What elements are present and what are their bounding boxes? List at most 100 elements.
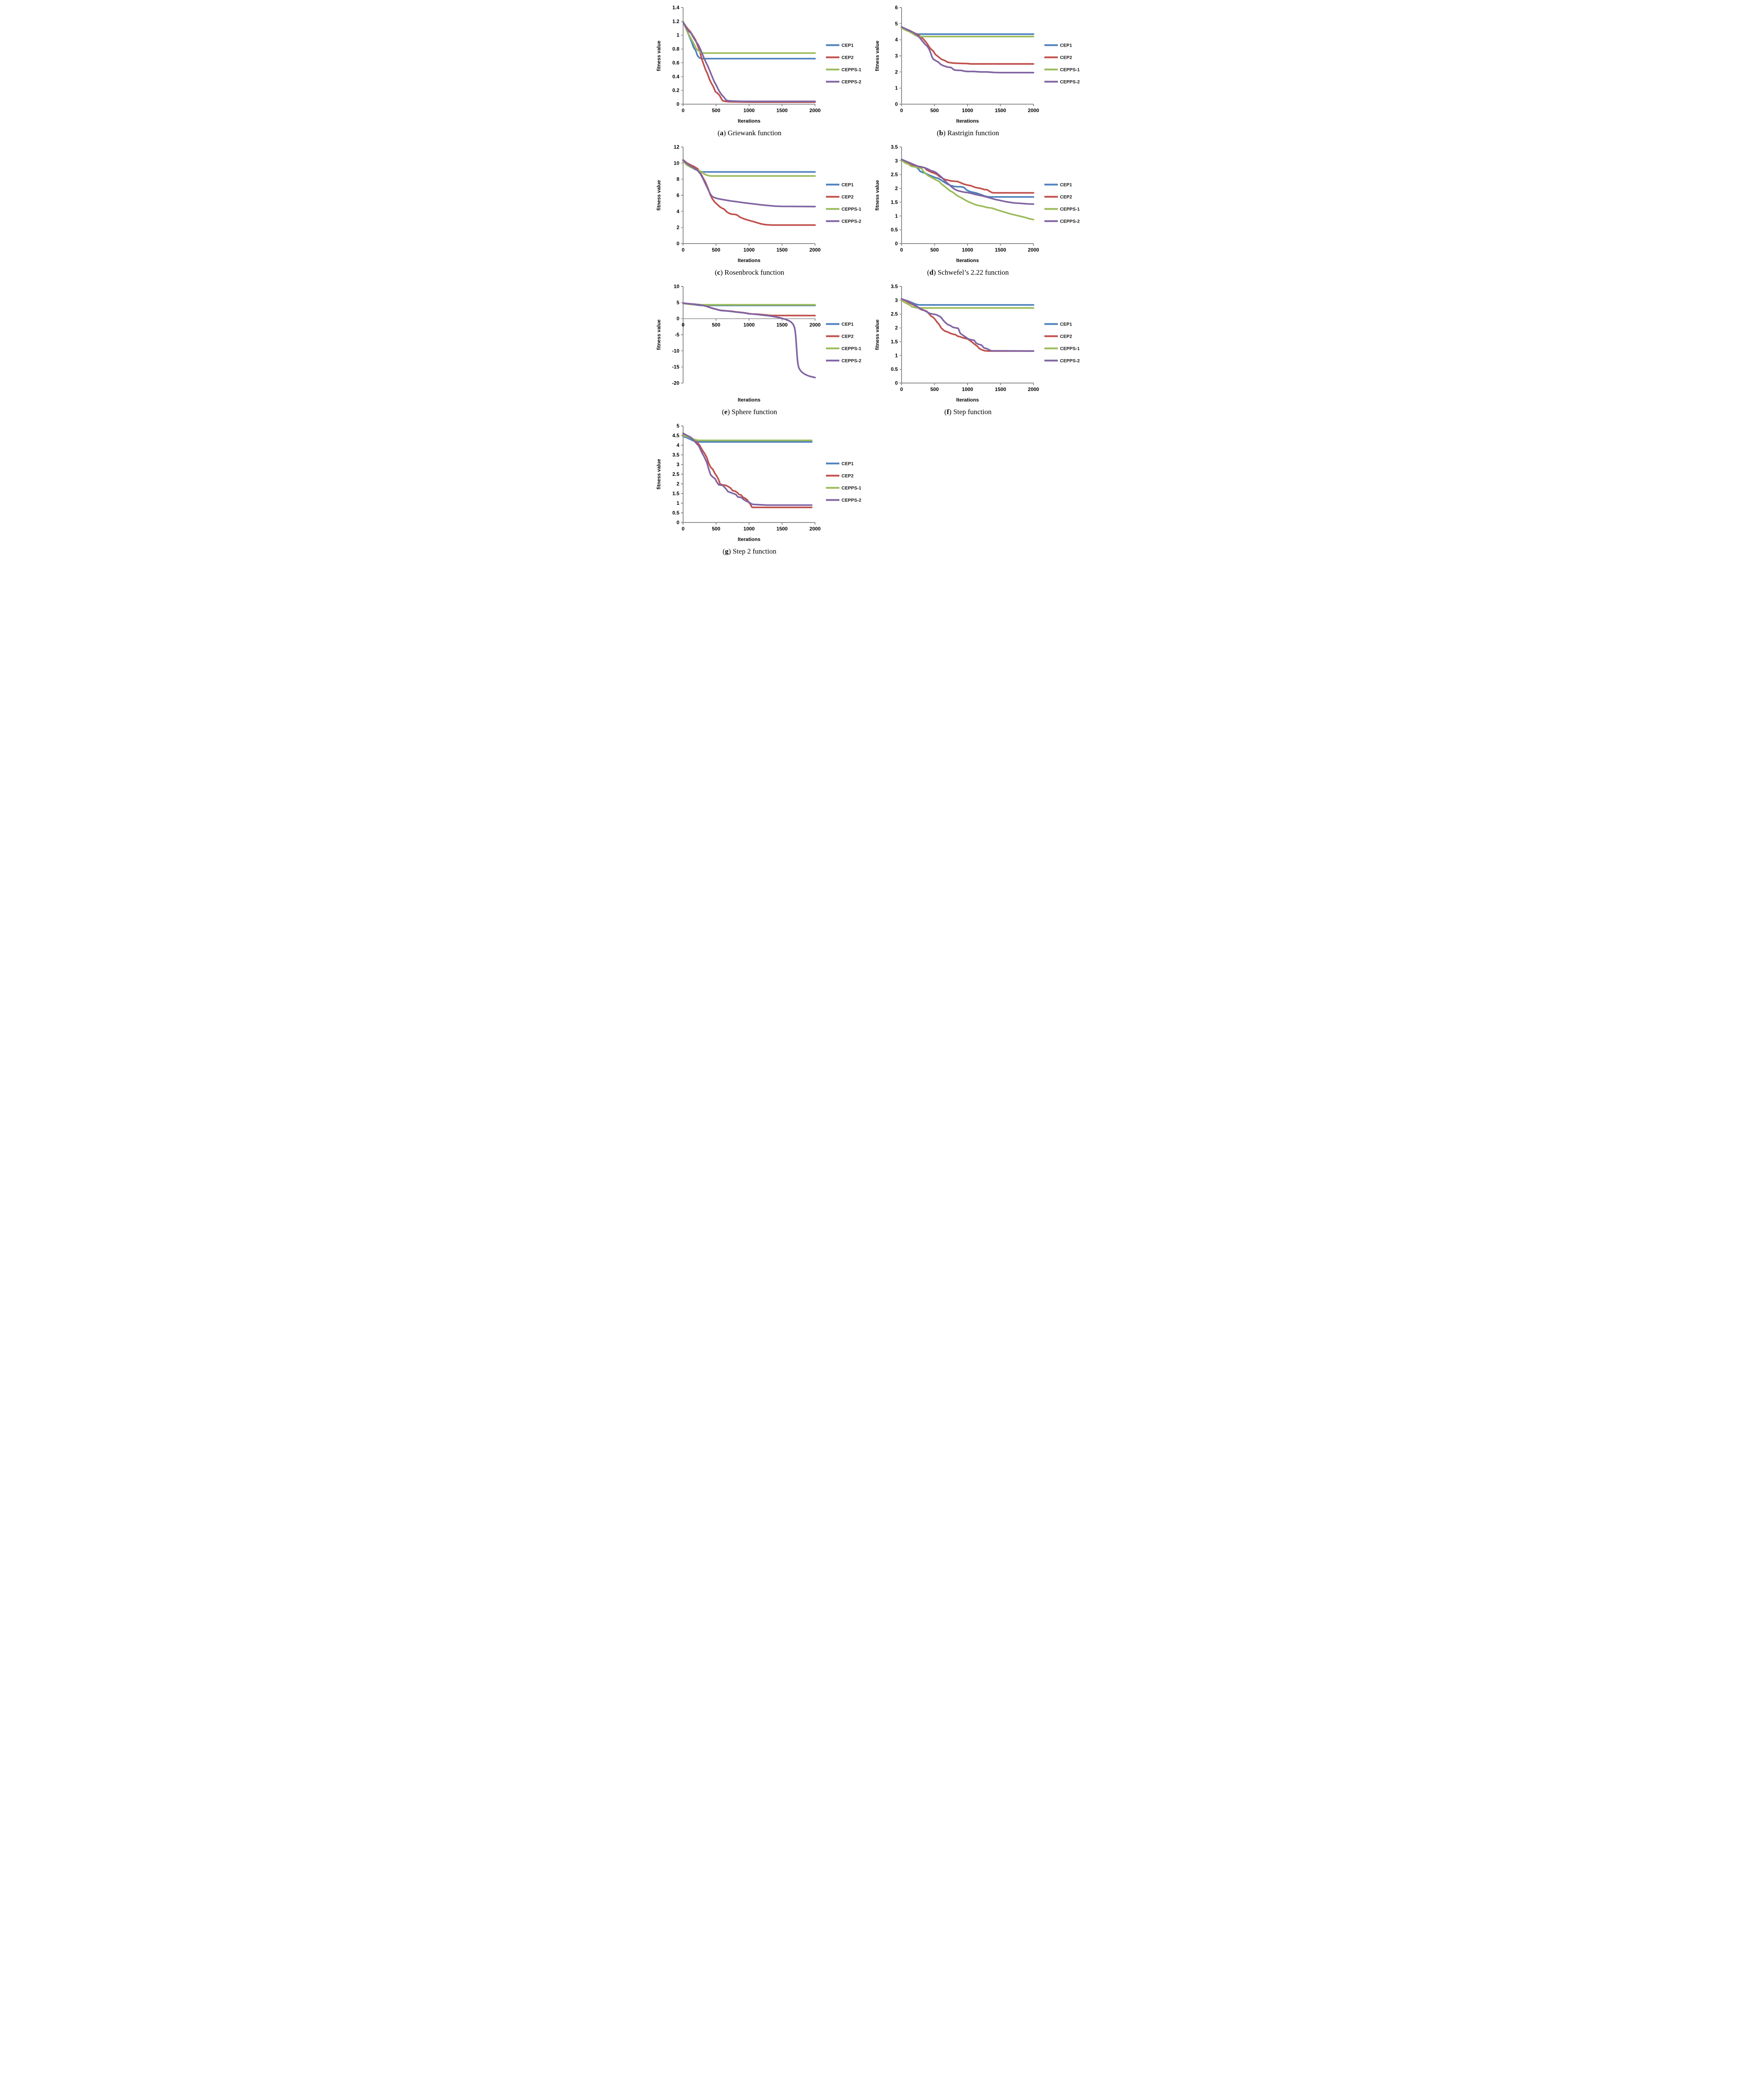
x-tick-label: 0 bbox=[682, 526, 685, 532]
series-line-CEPPS-1 bbox=[682, 302, 816, 306]
chart-a-griewank-function: 0 0.2 0.4 0.6 0.8 1 1.2 1.4 0 500 1000 1500 2000 fitn… bbox=[655, 3, 873, 142]
y-tick-label: 0.5 bbox=[672, 510, 679, 516]
x-tick-label: 500 bbox=[930, 247, 939, 253]
y-tick-label: 2.5 bbox=[672, 471, 679, 477]
y-axis-title: fitness value bbox=[656, 319, 662, 350]
caption-letter: e bbox=[724, 408, 728, 416]
chart-canvas: 0 0.5 1 1.5 2 2.5 3 3.5 4 4.5 5 0 500 1000 1500 2000 fit… bbox=[656, 423, 861, 542]
x-tick-label: 1500 bbox=[995, 386, 1006, 392]
y-tick-label: 0.5 bbox=[891, 366, 898, 372]
x-tick-label: 0 bbox=[900, 108, 903, 113]
x-axis-title: Iterations bbox=[738, 257, 760, 263]
x-tick-label: 2000 bbox=[1028, 247, 1039, 253]
chart-caption: (f) Step function bbox=[873, 404, 1063, 420]
legend-label-CEP2: CEP2 bbox=[841, 334, 854, 339]
x-axis-title: Iterations bbox=[738, 536, 760, 542]
caption-open-paren: ( bbox=[944, 408, 947, 416]
y-axis-title: fitness value bbox=[874, 40, 880, 71]
y-tick-label: -15 bbox=[672, 364, 680, 370]
y-tick-label: 0 bbox=[676, 241, 679, 247]
y-tick-label: 3 bbox=[895, 297, 898, 303]
series-line-CEP2 bbox=[901, 26, 1034, 65]
chart-caption: (b) Rastrigin function bbox=[873, 125, 1063, 141]
x-tick-label: 500 bbox=[712, 322, 720, 328]
y-tick-label: 6 bbox=[895, 5, 898, 10]
y-tick-label: 5 bbox=[676, 299, 679, 305]
x-tick-label: 1500 bbox=[776, 247, 788, 253]
x-tick-label: 0 bbox=[682, 108, 685, 113]
y-tick-label: 2.5 bbox=[891, 311, 898, 317]
y-tick-label: 3.5 bbox=[891, 144, 898, 150]
x-tick-label: 500 bbox=[712, 108, 720, 113]
series-line-CEP2 bbox=[901, 159, 1034, 194]
x-axis-title: Iterations bbox=[738, 118, 760, 124]
series-line-CEPPS-1 bbox=[682, 21, 816, 54]
chart-d-schwefel-s-2-22-function: 0 0.5 1 1.5 2 2.5 3 3.5 0 500 1000 1500 2000 fitness … bbox=[873, 142, 1091, 281]
series-line-CEPPS-1 bbox=[682, 435, 813, 441]
legend-label-CEPPS-1: CEPPS-1 bbox=[1060, 207, 1080, 212]
legend-label-CEP1: CEP1 bbox=[841, 183, 854, 188]
y-tick-label: 1.5 bbox=[672, 491, 679, 496]
caption-close-paren: ) bbox=[727, 408, 732, 416]
y-tick-label: 0 bbox=[895, 241, 898, 247]
chart-canvas: 0 0.5 1 1.5 2 2.5 3 3.5 0 500 1000 1500 2000 fitness … bbox=[874, 284, 1080, 403]
y-tick-label: 1 bbox=[676, 32, 679, 38]
series-line-CEPPS-2 bbox=[682, 159, 816, 207]
y-tick-label: 5 bbox=[676, 423, 679, 429]
y-tick-label: 0 bbox=[676, 520, 679, 525]
chart-e-sphere-function: -20 -15 -10 -5 0 5 10 0 500 1000 1500 2000 fitness v… bbox=[655, 281, 873, 421]
caption-letter: g bbox=[725, 547, 729, 555]
legend-label-CEPPS-2: CEPPS-2 bbox=[1060, 80, 1080, 85]
y-tick-label: 1.5 bbox=[891, 199, 898, 205]
y-tick-label: 1.5 bbox=[891, 339, 898, 344]
y-tick-label: 0 bbox=[676, 316, 679, 322]
x-axis-title: Iterations bbox=[956, 257, 979, 263]
series-line-CEPPS-2 bbox=[682, 21, 816, 102]
series-line-CEPPS-1 bbox=[901, 159, 1034, 220]
y-tick-label: 2 bbox=[895, 186, 898, 192]
y-tick-label: 0.2 bbox=[672, 87, 679, 93]
chart-canvas: 0 0.2 0.4 0.6 0.8 1 1.2 1.4 0 500 1000 1500 2000 fitn… bbox=[656, 5, 861, 124]
x-axis-title: Iterations bbox=[738, 397, 760, 403]
y-tick-label: 3.5 bbox=[672, 452, 679, 458]
x-tick-label: 2000 bbox=[1028, 108, 1039, 113]
y-tick-label: 0.4 bbox=[672, 74, 679, 79]
y-tick-label: 2.5 bbox=[891, 172, 898, 178]
legend-label-CEP2: CEP2 bbox=[1060, 334, 1072, 339]
x-tick-label: 1000 bbox=[744, 322, 755, 328]
caption-open-paren: ( bbox=[717, 129, 720, 137]
y-tick-label: 10 bbox=[674, 284, 680, 289]
y-tick-label: 3 bbox=[676, 462, 679, 467]
chart-caption: (a) Griewank function bbox=[655, 125, 844, 141]
chart-caption: (e) Sphere function bbox=[655, 404, 844, 420]
legend-label-CEPPS-1: CEPPS-1 bbox=[1060, 346, 1080, 352]
x-tick-label: 1500 bbox=[776, 526, 788, 532]
x-tick-label: 500 bbox=[930, 386, 939, 392]
y-tick-label: 4.5 bbox=[672, 433, 679, 438]
series-line-CEPPS-2 bbox=[901, 298, 1034, 352]
y-tick-label: 2 bbox=[895, 325, 898, 331]
legend-label-CEP1: CEP1 bbox=[1060, 43, 1072, 48]
y-tick-label: 1.2 bbox=[672, 18, 679, 24]
y-tick-label: 0 bbox=[895, 101, 898, 107]
legend-label-CEP2: CEP2 bbox=[841, 55, 854, 60]
x-tick-label: 500 bbox=[930, 108, 939, 113]
x-tick-label: 2000 bbox=[1028, 386, 1039, 392]
legend-label-CEPPS-1: CEPPS-1 bbox=[1060, 68, 1080, 73]
y-tick-label: 4 bbox=[676, 442, 679, 448]
legend-label-CEP1: CEP1 bbox=[841, 43, 854, 48]
chart-b-rastrigin-function: 0 1 2 3 4 5 6 0 500 1000 1500 2000 fitness value Iter… bbox=[873, 3, 1091, 142]
series-line-CEPPS-1 bbox=[682, 160, 816, 177]
caption-text: Step function bbox=[953, 408, 992, 416]
caption-close-paren: ) bbox=[943, 129, 947, 137]
series-line-CEPPS-2 bbox=[901, 158, 1034, 205]
y-tick-label: 1 bbox=[895, 352, 898, 358]
y-tick-label: -5 bbox=[675, 332, 679, 338]
y-tick-label: -20 bbox=[672, 380, 680, 386]
y-tick-label: 4 bbox=[895, 37, 898, 43]
chart-caption: (d) Schwefel’s 2.22 function bbox=[873, 265, 1063, 281]
series-line-CEPPS-2 bbox=[682, 302, 816, 378]
series-line-CEPPS-2 bbox=[682, 432, 813, 506]
y-tick-label: 3 bbox=[895, 53, 898, 59]
